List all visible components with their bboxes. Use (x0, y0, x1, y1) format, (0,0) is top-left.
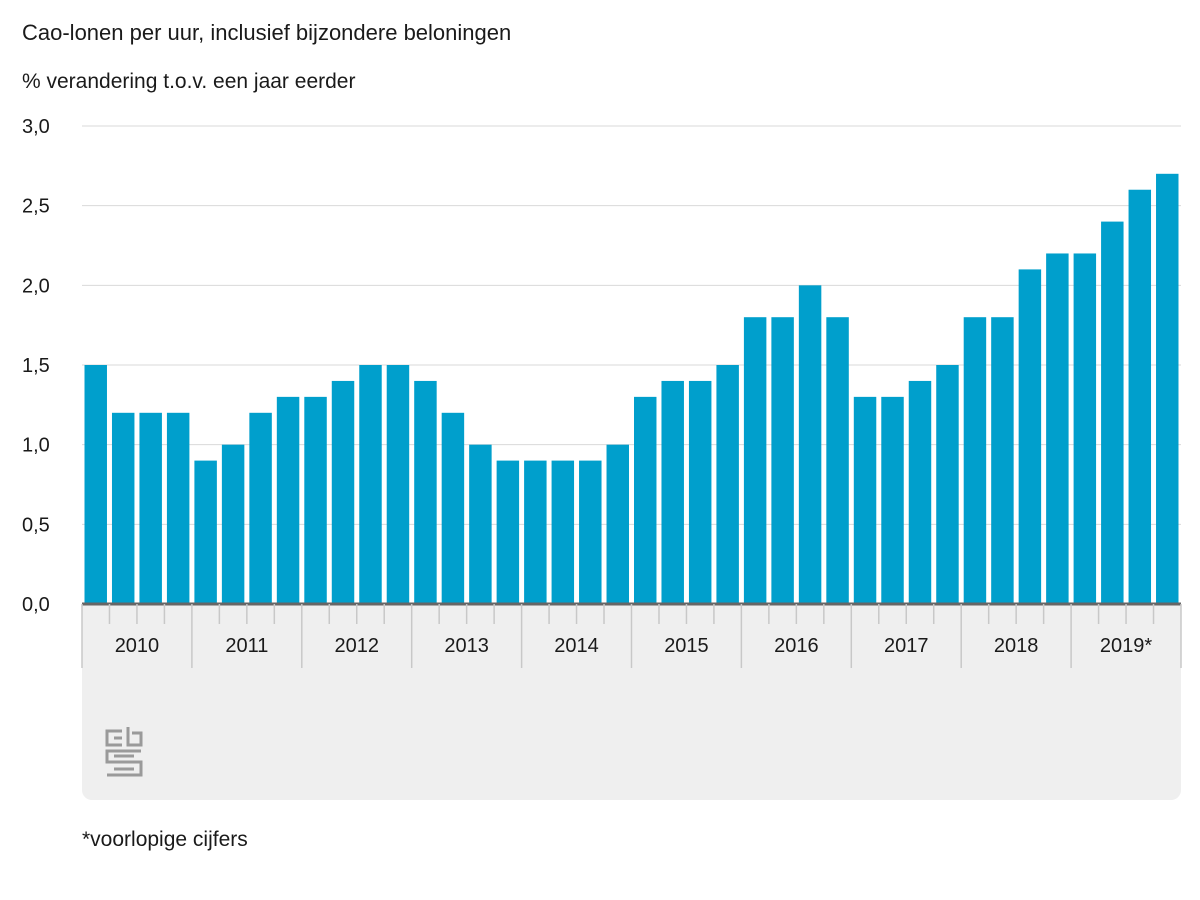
y-tick-label: 0,5 (22, 514, 50, 536)
chart-subtitle: % verandering t.o.v. een jaar eerder (22, 70, 356, 93)
bar-chart: 0,0 0,5 1,0 1,5 2,0 2,5 3,0 2010 2011 2012 2013 201… (22, 116, 1182, 668)
bar (139, 412, 162, 604)
bar (579, 460, 602, 604)
x-tick-label: 2018 (994, 635, 1039, 657)
cbs-logo-icon (105, 727, 143, 777)
bar (908, 380, 932, 604)
bar (469, 444, 492, 604)
x-tick-label: 2013 (444, 635, 489, 657)
bar (359, 365, 382, 604)
bar (221, 444, 245, 604)
chart-title: Cao-lonen per uur, inclusief bijzondere … (22, 20, 512, 45)
bar (1101, 221, 1124, 604)
bar (606, 444, 629, 604)
bar (111, 412, 135, 604)
y-tick-label: 2,5 (22, 196, 50, 218)
bar (551, 460, 575, 604)
x-tick-label: 2014 (554, 635, 599, 657)
bar (441, 412, 465, 604)
bar (798, 285, 822, 604)
bar (634, 396, 657, 604)
bar (936, 365, 959, 604)
bar (1018, 269, 1042, 604)
bar (496, 460, 520, 604)
bar (304, 396, 327, 604)
x-tick-label: 2011 (225, 635, 268, 657)
bar (688, 380, 712, 604)
bar (771, 317, 794, 604)
y-tick-label: 0,0 (22, 594, 50, 616)
bar (1073, 253, 1097, 604)
bar (963, 317, 987, 604)
bar (853, 396, 877, 604)
bar (1128, 189, 1152, 604)
y-tick-label: 1,0 (22, 435, 50, 457)
bar (331, 380, 355, 604)
bar (1156, 173, 1179, 605)
bar (524, 460, 547, 604)
bar (716, 365, 739, 604)
bar (276, 396, 300, 604)
x-tick-label: 2016 (774, 635, 819, 657)
bar (1046, 253, 1069, 604)
bar (826, 317, 849, 604)
bar (166, 412, 190, 604)
bar (84, 365, 107, 604)
bar (881, 396, 904, 604)
bar (249, 412, 272, 604)
x-tick-label: 2012 (335, 635, 380, 657)
bar (194, 460, 217, 604)
y-tick-label: 3,0 (22, 116, 50, 138)
x-tick-label: 2015 (664, 635, 709, 657)
bar (414, 380, 437, 604)
y-tick-label: 1,5 (22, 355, 50, 377)
x-tick-label: 2017 (884, 635, 929, 657)
x-tick-label: 2010 (115, 635, 160, 657)
x-tick-label: 2019* (1100, 635, 1152, 657)
bar (991, 317, 1014, 604)
bar (743, 317, 767, 604)
bar (386, 365, 410, 604)
bar (661, 380, 684, 604)
y-tick-label: 2,0 (22, 275, 50, 297)
footnote: *voorlopige cijfers (82, 828, 248, 851)
